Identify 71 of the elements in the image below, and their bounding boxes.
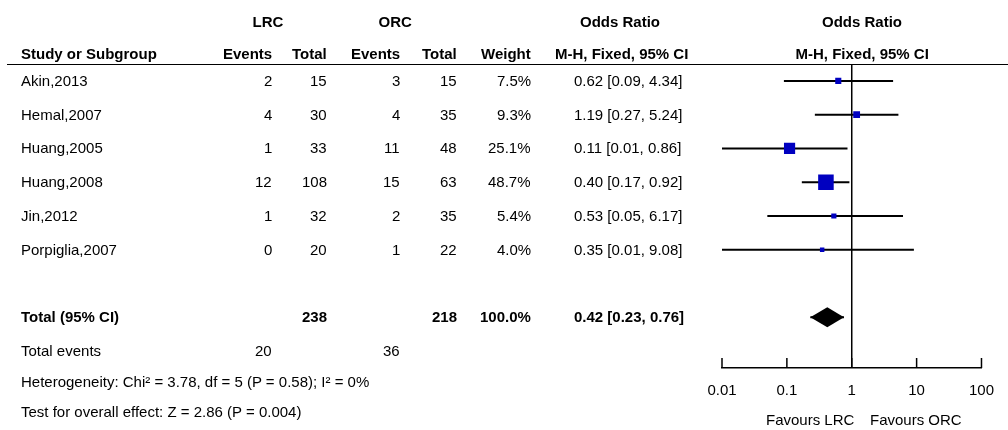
text: 11 — [384, 139, 400, 158]
text: 48 — [440, 139, 457, 158]
text: 1.19 [0.27, 5.24] — [574, 105, 683, 124]
text: 35 — [440, 207, 457, 225]
text: 22 — [440, 240, 457, 259]
text: 218 — [432, 308, 458, 327]
text: Jin,2012 — [21, 207, 78, 225]
text: 36 — [383, 342, 400, 361]
text: Huang,2008 — [21, 173, 103, 192]
text: Heterogeneity: Chi² = 3.78, df = 5 (P = 0.58); I² = 0% — [21, 373, 370, 391]
text: Total — [292, 45, 327, 63]
text: 20 — [310, 240, 327, 259]
text: 2 — [264, 71, 273, 90]
text: 0.62 [0.09, 4.34] — [574, 71, 683, 90]
text: Porpiglia,2007 — [21, 240, 117, 259]
text: 15 — [383, 173, 400, 192]
text: M-H, Fixed, 95% CI — [555, 45, 689, 63]
text: 32 — [310, 207, 327, 225]
x-tick-label: 0.1 — [776, 381, 798, 399]
text: Huang,2005 — [21, 139, 103, 158]
text: Study or Subgroup — [21, 45, 157, 63]
text: Favours LRC — [766, 411, 855, 429]
chart-subtitle: M-H, Fixed, 95% CI — [795, 45, 929, 63]
text: 0.53 [0.05, 6.17] — [574, 207, 683, 225]
text: 48.7% — [488, 173, 531, 192]
x-tick-label: 10 — [908, 381, 925, 399]
text: Total (95% CI) — [21, 308, 120, 327]
text: 4 — [264, 105, 273, 124]
text: 63 — [440, 173, 457, 192]
x-tick-label: 0.01 — [707, 381, 737, 399]
text: 15 — [440, 71, 457, 90]
text: 4.0% — [497, 240, 532, 259]
text: 5.4% — [497, 207, 532, 225]
text: 35 — [440, 105, 457, 124]
text: 0.42 [0.23, 0.76] — [574, 308, 685, 327]
text: 1 — [264, 207, 273, 225]
text: 4 — [392, 105, 401, 124]
text: 30 — [310, 105, 327, 124]
text: 0 — [264, 240, 273, 259]
text: 238 — [302, 308, 328, 327]
text: 108 — [302, 173, 328, 192]
chart-title: Odds Ratio — [822, 13, 903, 31]
text: Hemal,2007 — [21, 105, 102, 124]
text: Total — [422, 45, 457, 63]
text: 9.3% — [497, 105, 532, 124]
text: 100.0% — [480, 308, 531, 327]
text: Events — [223, 45, 273, 63]
text: Test for overall effect: Z = 2.86 (P = 0.004) — [21, 403, 302, 421]
text: 0.35 [0.01, 9.08] — [574, 240, 683, 259]
text: Total events — [21, 342, 102, 361]
text: 25.1% — [488, 139, 531, 158]
text: Favours ORC — [870, 411, 962, 429]
text: Akin,2013 — [21, 71, 88, 90]
x-tick-label: 100 — [968, 381, 994, 399]
text: Weight — [481, 45, 531, 63]
text: 15 — [310, 71, 327, 90]
text: 3 — [392, 71, 401, 90]
text: 20 — [255, 342, 272, 361]
text: 1 — [264, 139, 273, 158]
text: 0.40 [0.17, 0.92] — [574, 173, 683, 192]
text: Events — [351, 45, 401, 63]
text: 2 — [392, 207, 401, 225]
text: 1 — [392, 240, 401, 259]
x-tick-label: 1 — [847, 381, 856, 399]
text: 0.11 [0.01, 0.86] — [574, 139, 682, 158]
text: Odds Ratio — [580, 13, 661, 31]
text: 7.5% — [497, 71, 532, 90]
text: 33 — [310, 139, 327, 158]
text: 12 — [255, 173, 272, 192]
text: ORC — [378, 13, 412, 31]
text: LRC — [252, 13, 284, 31]
